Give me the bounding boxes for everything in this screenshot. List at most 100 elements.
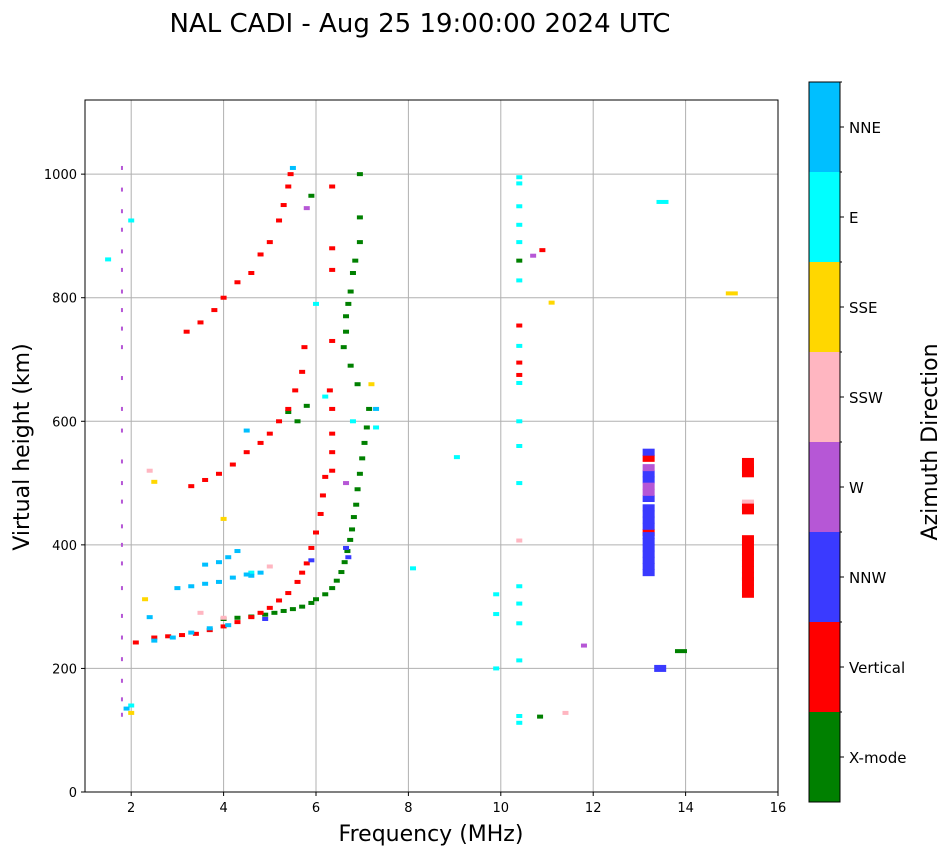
data-point-vertical: [220, 624, 227, 629]
data-point-nnw: [642, 538, 655, 546]
data-point-vertical: [285, 184, 292, 189]
data-point-nnw: [642, 495, 655, 503]
data-point-e: [516, 278, 523, 283]
x-tick-label: 2: [127, 801, 135, 816]
data-point-x-mode: [343, 329, 350, 334]
data-point-nnw: [642, 504, 655, 512]
y-tick-label: 0: [69, 786, 77, 801]
data-point-x-mode: [354, 487, 361, 492]
data-point-x-mode: [344, 549, 351, 554]
data-point-nnw: [642, 556, 655, 564]
data-point-vertical: [308, 545, 315, 550]
data-point-nne: [146, 615, 153, 620]
data-point-vertical: [197, 320, 204, 325]
data-point-vertical: [741, 572, 754, 580]
colorbar-segment: [809, 442, 840, 532]
data-point-vertical: [303, 561, 310, 566]
colorbar: X-mode Vertical NNW W SSW SSE E NNE: [808, 81, 906, 803]
data-point-e: [516, 720, 523, 725]
data-point-vertical: [329, 267, 336, 272]
data-point-x-mode: [537, 714, 544, 719]
data-point-w: [120, 524, 123, 529]
data-point-x-mode: [349, 527, 356, 532]
data-point-vertical: [516, 372, 523, 377]
data-point-w: [303, 206, 310, 211]
data-point-sse: [142, 597, 149, 602]
data-point-nne: [257, 570, 264, 575]
data-point-e: [516, 714, 523, 719]
data-point-e: [373, 425, 380, 430]
colorbar-segment: [809, 172, 840, 262]
data-point-nnw: [642, 522, 655, 530]
data-point-nne: [215, 560, 222, 565]
x-tick-label: 4: [219, 801, 227, 816]
plot-frame: [84, 99, 779, 793]
colorbar-segment: [809, 82, 840, 172]
data-point-sse: [151, 479, 158, 484]
data-point-x-mode: [322, 592, 329, 597]
data-point-sse: [128, 710, 135, 715]
colorbar-segment: [809, 532, 840, 622]
data-point-vertical: [151, 635, 158, 640]
data-point-w: [642, 464, 655, 472]
data-point-x-mode: [359, 456, 366, 461]
x-tick-label: 12: [585, 801, 602, 816]
data-point-x-mode: [333, 578, 340, 583]
data-point-vertical: [234, 280, 241, 285]
data-point-x-mode: [356, 215, 363, 220]
data-point-x-mode: [363, 425, 370, 430]
data-point-vertical: [329, 406, 336, 411]
data-point-ssw: [220, 615, 227, 620]
data-point-vertical: [741, 553, 754, 561]
data-point-x-mode: [347, 363, 354, 368]
data-point-nne: [188, 630, 195, 635]
data-point-nnw: [642, 516, 655, 524]
x-tick-label: 14: [677, 801, 694, 816]
colorbar-tick-label: W: [849, 479, 864, 497]
data-point-w: [120, 227, 123, 232]
colorbar-tick-label: NNW: [849, 569, 886, 587]
data-point-w: [120, 499, 123, 504]
data-point-vertical: [313, 530, 319, 535]
data-point-e: [493, 592, 500, 597]
data-point-nnw: [262, 617, 269, 621]
data-point-x-mode: [352, 258, 359, 263]
data-point-e: [313, 301, 319, 306]
x-tick-label: 6: [312, 801, 320, 816]
data-point-x-mode: [341, 560, 348, 565]
data-point-w: [120, 586, 123, 591]
colorbar-tick-label: Vertical: [849, 659, 905, 677]
data-point-w: [120, 613, 123, 618]
data-point-e: [516, 240, 523, 245]
data-point-x-mode: [356, 471, 363, 476]
data-point-vertical: [741, 566, 754, 574]
data-point-vertical: [280, 203, 287, 208]
data-point-vertical: [329, 246, 336, 251]
data-point-vertical: [266, 240, 273, 245]
data-point-nne: [373, 406, 380, 411]
x-axis-label: Frequency (MHz): [339, 822, 524, 847]
data-point-x-mode: [361, 440, 368, 445]
data-point-vertical: [741, 501, 754, 509]
data-point-x-mode: [280, 608, 287, 613]
data-point-vertical: [299, 369, 306, 374]
data-point-vertical: [243, 450, 250, 455]
colorbar-tick-label: NNE: [849, 119, 881, 137]
colorbar-segment: [809, 262, 840, 352]
data-point-vertical: [516, 360, 523, 365]
data-point-nnw: [642, 544, 655, 552]
y-tick-label: 200: [52, 662, 77, 677]
data-point-x-mode: [289, 607, 296, 612]
data-point-x-mode: [234, 615, 241, 620]
data-point-ssw: [197, 610, 204, 615]
data-point-e: [128, 703, 135, 708]
y-tick-label: 800: [52, 292, 77, 307]
y-tick-label: 600: [52, 415, 77, 430]
data-point-vertical: [220, 295, 227, 300]
data-point-e: [516, 444, 523, 448]
data-point-vertical: [294, 579, 301, 584]
data-point-w: [120, 481, 123, 486]
data-point-e: [493, 666, 500, 671]
data-point-vertical: [322, 474, 329, 479]
data-point-nne: [243, 572, 250, 577]
